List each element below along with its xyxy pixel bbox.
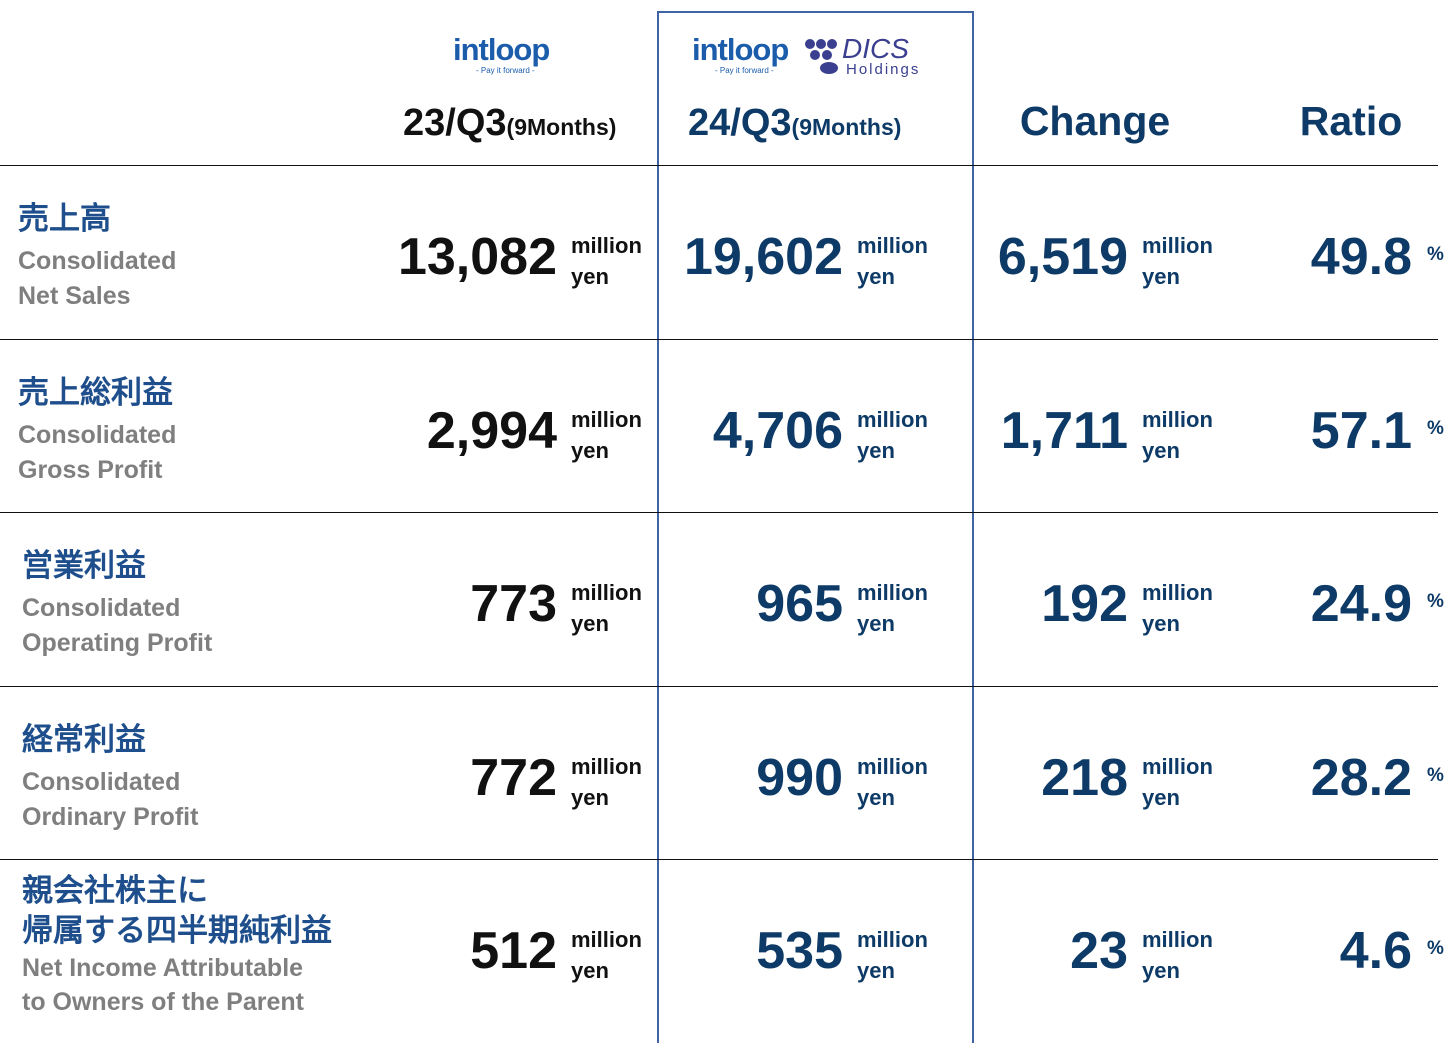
unit-million: million — [571, 580, 642, 605]
unit-million: million — [1142, 233, 1213, 258]
unit-percent: % — [1427, 417, 1444, 439]
value-prev: 2,994 — [426, 401, 557, 460]
unit-yen: yen — [1142, 958, 1180, 983]
label-en: Consolidated — [22, 767, 181, 796]
unit-million: million — [1142, 580, 1213, 605]
unit-yen: yen — [1142, 611, 1180, 636]
label-en: Net Sales — [18, 282, 131, 310]
header-change: Change — [1019, 98, 1171, 144]
label-jp: 親会社株主に — [22, 873, 208, 908]
header-curr: 24/Q3(9Months) — [688, 104, 901, 142]
unit-million: million — [571, 406, 642, 432]
unit-yen: yen — [857, 611, 895, 636]
unit-million: million — [1142, 753, 1213, 779]
label-jp: 帰属する四半期純利益 — [22, 913, 332, 948]
dics-mark — [805, 39, 838, 74]
value-prev: 512 — [470, 922, 557, 980]
row-rule — [0, 685, 1438, 687]
logo-tagline: - Pay it forward - — [476, 66, 535, 75]
unit-percent: % — [1427, 938, 1444, 959]
value-curr: 965 — [756, 575, 843, 633]
value-change: 192 — [1041, 575, 1128, 633]
dics-text: DICS — [842, 33, 909, 64]
value-change: 218 — [1041, 748, 1128, 807]
label-en: to Owners of the Parent — [22, 988, 304, 1016]
row-rule — [0, 859, 1438, 860]
period: 24/Q3 — [688, 102, 792, 144]
value-ratio: 57.1 — [1310, 401, 1412, 460]
value-curr: 4,706 — [712, 401, 843, 460]
unit-million: million — [857, 927, 928, 952]
unit-yen: yen — [1142, 784, 1180, 810]
unit-percent: % — [1427, 591, 1444, 612]
label-en: Ordinary Profit — [22, 802, 199, 831]
holdings-text: Holdings — [846, 61, 921, 78]
value-ratio: 24.9 — [1310, 575, 1412, 633]
unit-yen: yen — [571, 958, 609, 983]
logo-text: intloop — [453, 32, 550, 67]
label-jp: 売上総利益 — [18, 374, 173, 410]
span: (9Months) — [791, 114, 902, 140]
value-prev: 773 — [470, 575, 557, 633]
unit-percent: % — [1427, 244, 1444, 265]
label-en: Gross Profit — [18, 455, 163, 484]
row-rule — [0, 512, 1438, 513]
header-ratio: Ratio — [1299, 98, 1403, 144]
span: (9Months) — [506, 114, 617, 140]
label-jp: 営業利益 — [22, 548, 146, 583]
value-ratio: 4.6 — [1339, 922, 1412, 980]
label-en: Consolidated — [18, 420, 177, 449]
unit-yen: yen — [571, 784, 609, 810]
period: 23/Q3 — [403, 102, 507, 144]
unit-million: million — [857, 753, 928, 779]
label-en: Consolidated — [22, 594, 181, 622]
value-curr: 535 — [756, 922, 843, 980]
label-en: Net Income Attributable — [22, 954, 304, 982]
unit-million: million — [571, 927, 642, 952]
value-ratio: 49.8 — [1310, 228, 1412, 286]
value-change: 1,711 — [1000, 401, 1128, 460]
logo-text: intloop — [692, 32, 789, 67]
unit-yen: yen — [571, 611, 609, 636]
value-prev: 772 — [470, 748, 557, 807]
label-en: Consolidated — [18, 247, 177, 275]
unit-yen: yen — [857, 437, 895, 463]
unit-million: million — [857, 580, 928, 605]
unit-yen: yen — [1142, 437, 1180, 463]
value-curr: 19,602 — [683, 228, 843, 286]
unit-million: million — [857, 406, 928, 432]
unit-yen: yen — [857, 264, 895, 289]
value-prev: 13,082 — [397, 228, 557, 286]
unit-yen: yen — [1142, 264, 1180, 289]
label-en: Operating Profit — [22, 629, 213, 657]
unit-yen: yen — [571, 437, 609, 463]
header-prev: 23/Q3(9Months) — [403, 104, 616, 142]
row-rule — [0, 165, 1438, 166]
label-jp: 売上高 — [18, 201, 111, 236]
value-change: 6,519 — [997, 228, 1128, 286]
highlight-column — [657, 11, 974, 1043]
unit-million: million — [1142, 927, 1213, 952]
label-jp: 経常利益 — [22, 721, 146, 757]
unit-million: million — [1142, 406, 1213, 432]
unit-million: million — [571, 233, 642, 258]
value-curr: 990 — [756, 748, 843, 807]
unit-percent: % — [1427, 764, 1444, 786]
unit-million: million — [857, 233, 928, 258]
value-change: 23 — [1070, 922, 1128, 980]
row-rule — [0, 338, 1438, 340]
logo-tagline: - Pay it forward - — [715, 66, 774, 75]
unit-yen: yen — [857, 958, 895, 983]
unit-million: million — [571, 753, 642, 779]
value-ratio: 28.2 — [1310, 748, 1412, 807]
unit-yen: yen — [571, 264, 609, 289]
unit-yen: yen — [857, 784, 895, 810]
